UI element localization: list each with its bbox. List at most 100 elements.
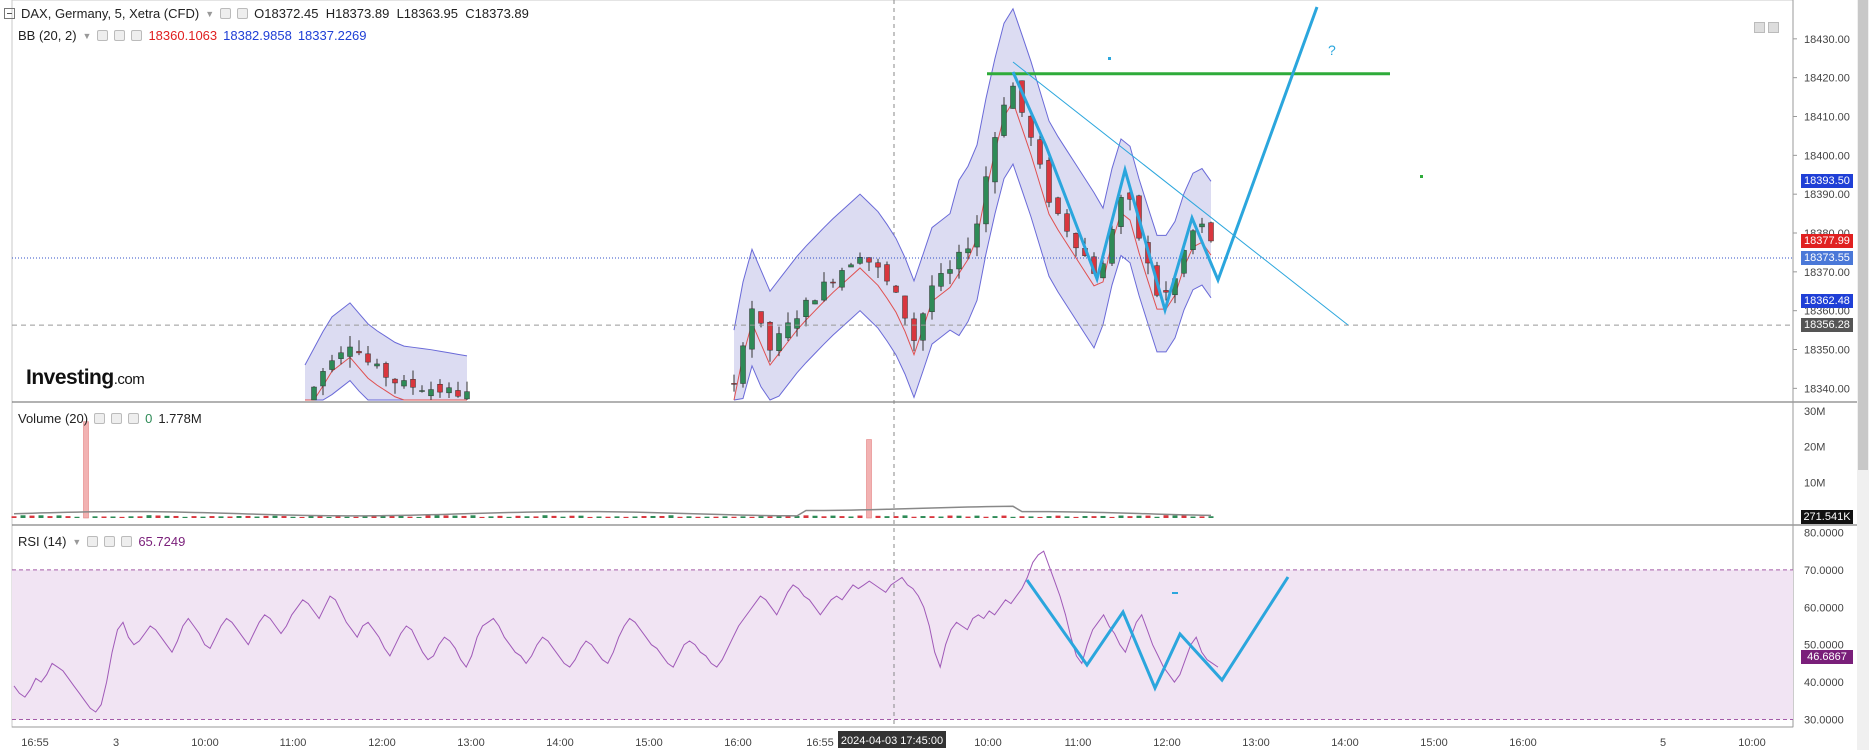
vertical-scrollbar[interactable] bbox=[1857, 0, 1869, 750]
settings-icon[interactable] bbox=[97, 30, 109, 41]
x-tick-label: 10:00 bbox=[191, 737, 219, 749]
price-tag: 46.6867 bbox=[1801, 650, 1853, 665]
rsi-tick-label: 60.0000 bbox=[1804, 602, 1844, 614]
x-tick-label: 10:00 bbox=[1738, 737, 1766, 749]
bb-fill bbox=[734, 8, 1211, 401]
price-tag: 18393.50 bbox=[1801, 173, 1853, 188]
candle bbox=[731, 383, 737, 385]
volume-bar bbox=[515, 515, 521, 518]
candle bbox=[401, 380, 407, 387]
volume-bar bbox=[767, 516, 773, 518]
candle bbox=[1208, 222, 1214, 242]
chevron-down-icon[interactable]: ▼ bbox=[82, 30, 92, 41]
volume-bar bbox=[938, 516, 944, 518]
y-tick-label: 18430.00 bbox=[1804, 34, 1850, 46]
volume-bar bbox=[299, 516, 305, 518]
volume-bar bbox=[623, 516, 629, 518]
candle bbox=[1190, 230, 1196, 250]
time-tag-bg bbox=[838, 731, 946, 748]
pattern-drawing bbox=[1011, 6, 1319, 316]
volume-bar bbox=[317, 516, 323, 518]
settings-icon[interactable] bbox=[87, 536, 99, 547]
volume-bar bbox=[1208, 516, 1214, 518]
candle bbox=[839, 270, 845, 288]
candle bbox=[983, 176, 989, 225]
candle bbox=[1073, 232, 1079, 249]
volume-bar bbox=[1154, 516, 1160, 518]
volume-bar bbox=[659, 515, 665, 518]
maximize-icon[interactable] bbox=[1768, 22, 1779, 33]
candle bbox=[338, 352, 344, 359]
volume-bar bbox=[740, 516, 746, 518]
candle bbox=[347, 346, 353, 357]
candle bbox=[392, 378, 398, 384]
visibility-icon[interactable] bbox=[111, 413, 123, 424]
rsi-tick-label: 30.0000 bbox=[1804, 715, 1844, 727]
volume-bar bbox=[191, 516, 197, 518]
candle bbox=[938, 273, 944, 287]
candle bbox=[410, 379, 416, 388]
candle bbox=[893, 285, 899, 293]
volume-bar bbox=[182, 516, 188, 518]
candle bbox=[437, 383, 443, 393]
delete-icon[interactable] bbox=[237, 8, 249, 19]
x-tick-label: 13:00 bbox=[457, 737, 485, 749]
open-label: O bbox=[254, 6, 265, 21]
volume-bar bbox=[641, 516, 647, 518]
volume-bar bbox=[362, 516, 368, 518]
price-tag: 18356.28 bbox=[1801, 318, 1853, 333]
volume-bar bbox=[1010, 516, 1016, 518]
volume-bar bbox=[443, 515, 449, 518]
volume-bar bbox=[1136, 515, 1142, 518]
rsi-band bbox=[12, 569, 1793, 720]
candle bbox=[1199, 223, 1205, 228]
trendline bbox=[1012, 61, 1349, 326]
settings-icon[interactable] bbox=[220, 8, 232, 19]
volume-bar bbox=[38, 515, 44, 518]
price-tag: 18377.99 bbox=[1801, 233, 1853, 248]
candle bbox=[455, 390, 461, 397]
candle bbox=[419, 390, 425, 392]
volume-bar bbox=[119, 516, 125, 518]
volume-bar bbox=[56, 515, 62, 518]
close-icon[interactable] bbox=[121, 536, 133, 547]
y-tick-label: 18410.00 bbox=[1804, 112, 1850, 124]
candle bbox=[365, 353, 371, 363]
volume-bar bbox=[1055, 515, 1061, 518]
volume-bar bbox=[1091, 516, 1097, 518]
volume-bar bbox=[524, 516, 530, 518]
x-tick-label: 15:00 bbox=[635, 737, 663, 749]
x-tick-label: 11:00 bbox=[1065, 737, 1092, 749]
close-icon[interactable] bbox=[128, 413, 140, 424]
volume-bar bbox=[839, 516, 845, 518]
chevron-down-icon[interactable]: ▼ bbox=[72, 536, 82, 547]
symbol-header: DAX, Germany, 5, Xetra (CFD) ▼ O18372.45… bbox=[4, 6, 529, 21]
x-tick-label: 13:00 bbox=[1242, 737, 1270, 749]
restore-icon[interactable] bbox=[1754, 22, 1765, 33]
visibility-icon[interactable] bbox=[104, 536, 116, 547]
scrollbar-thumb[interactable] bbox=[1858, 0, 1868, 470]
collapse-icon[interactable] bbox=[4, 8, 15, 19]
volume-bar bbox=[821, 516, 827, 518]
rsi-tick-label: 40.0000 bbox=[1804, 677, 1844, 689]
candle bbox=[374, 363, 380, 367]
x-tick-label: 3 bbox=[113, 737, 119, 749]
chevron-down-icon[interactable]: ▼ bbox=[205, 8, 215, 19]
visibility-icon[interactable] bbox=[114, 30, 126, 41]
bb-middle-value: 18360.1063 bbox=[148, 28, 218, 43]
volume-bar bbox=[110, 516, 116, 518]
settings-icon[interactable] bbox=[94, 413, 106, 424]
volume-bar bbox=[29, 515, 35, 518]
volume-bar bbox=[1037, 516, 1043, 518]
candle bbox=[965, 248, 971, 254]
volume-bar bbox=[1019, 516, 1025, 518]
close-icon[interactable] bbox=[131, 30, 143, 41]
bb-lower-value: 18337.2269 bbox=[297, 28, 367, 43]
volume-bar bbox=[884, 516, 890, 518]
x-tick-label: 11:00 bbox=[280, 737, 307, 749]
candle bbox=[992, 137, 998, 183]
x-tick-label: 12:00 bbox=[368, 737, 396, 749]
volume-bar bbox=[803, 515, 809, 518]
candle bbox=[911, 318, 917, 341]
